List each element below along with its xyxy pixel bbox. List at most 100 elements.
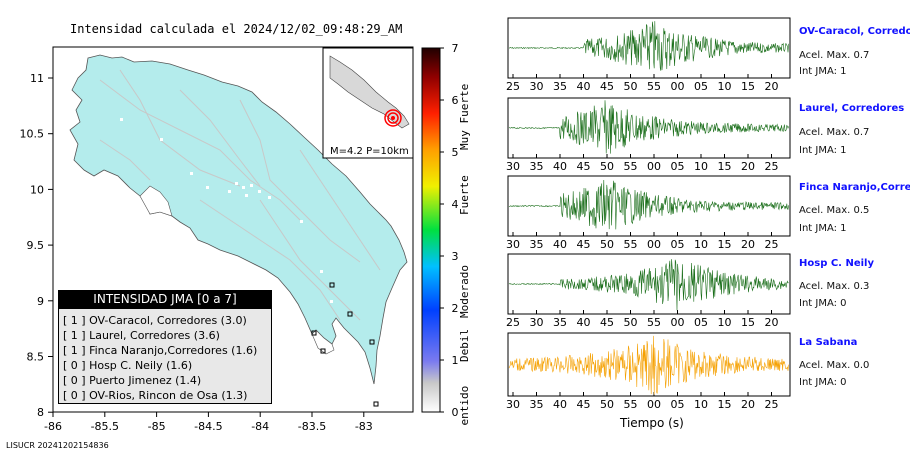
station-intensity: Int JMA: 1 (799, 145, 847, 156)
map-x-tick-label: -83 (355, 420, 373, 433)
seismogram-x-tick-label: 50 (600, 398, 614, 411)
colorbar-tick-label: 7 (452, 42, 459, 55)
inset-map: M=4.2 P=10km (322, 47, 414, 159)
seismogram-4: 25 30 35 40 45 50 55 00 05 10 15 20 (506, 253, 791, 329)
seismogram-x-tick-label: 35 (530, 398, 544, 411)
seismogram-x-tick-label: 25 (765, 160, 779, 173)
seismogram-5: 30 35 40 45 50 55 00 05 10 15 20 25 (506, 332, 791, 411)
seismogram-x-tick-label: 30 (530, 80, 544, 93)
seismogram-x-tick-label: 05 (671, 398, 685, 411)
seismogram-x-tick-label: 00 (647, 238, 661, 251)
seismogram-x-tick-label: 15 (741, 80, 755, 93)
map-y-tick-label: 9.5 (27, 239, 45, 252)
seismogram-x-tick-label: 05 (671, 160, 685, 173)
map-title: Intensidad calculada el 2024/12/02_09:48… (70, 22, 403, 36)
gulf-nicoya (139, 185, 173, 217)
seismogram-x-tick-label: 45 (577, 398, 591, 411)
band-debil: Debil (458, 329, 471, 362)
map-y-tick-label: 9 (37, 295, 44, 308)
seismogram-x-tick-label: 30 (506, 238, 520, 251)
seismogram-x-tick-label: 55 (624, 238, 638, 251)
seismogram-x-tick-label: 20 (765, 316, 779, 329)
map-y-axis: 11 10.5 10 9.5 9 8.5 8 (20, 72, 53, 419)
seismogram-x-tick-label: 50 (624, 316, 638, 329)
seismogram-x-tick-label: 00 (647, 398, 661, 411)
x-axis-label: Tiempo (s) (620, 416, 684, 430)
seismogram-x-tick-label: 00 (671, 80, 685, 93)
map-x-tick-label: -83.5 (298, 420, 326, 433)
colorbar-tick-label: 4 (452, 198, 459, 211)
band-moderado: Moderado (458, 265, 471, 318)
legend-item: [ 1 ] OV-Caracol, Corredores (3.0) (63, 314, 247, 327)
seismogram-x-tick-label: 35 (530, 238, 544, 251)
seismogram-x-tick-label: 35 (553, 316, 567, 329)
seismogram-trace (508, 21, 789, 71)
seismogram-x-tick-label: 10 (718, 80, 732, 93)
seismogram-1: 25 30 35 40 45 50 55 00 05 10 15 20 (506, 17, 791, 93)
map-y-tick-label: 10.5 (20, 128, 45, 141)
colorbar-tick-label: 3 (452, 250, 459, 263)
station-title: Finca Naranjo,Corredores (799, 182, 910, 193)
seismogram-x-tick-label: 45 (577, 160, 591, 173)
station-title: OV-Caracol, Corredores (799, 26, 910, 37)
osa-peninsula (311, 333, 335, 355)
seismogram-x-tick-label: 40 (577, 316, 591, 329)
seismogram-x-tick-label: 40 (553, 238, 567, 251)
city-markers (120, 118, 333, 303)
seismogram-x-tick-label: 00 (671, 316, 685, 329)
seismogram-x-tick-label: 15 (718, 160, 732, 173)
seismogram-trace (508, 179, 789, 230)
colorbar-ticks: 7 6 5 4 3 2 1 0 (440, 42, 459, 419)
seismogram-x-tick-label: 25 (506, 80, 520, 93)
seismogram-x-tick-label: 20 (765, 80, 779, 93)
station-intensity: Int JMA: 0 (799, 298, 847, 309)
station-title: Hosp C. Neily (799, 258, 874, 269)
seismogram-trace (508, 259, 789, 311)
seismogram-x-tick-label: 15 (741, 316, 755, 329)
seismogram-x-tick-label: 30 (506, 160, 520, 173)
map-x-tick-label: -84.5 (194, 420, 222, 433)
station-legend: [ 1 ] OV-Caracol, Corredores (3.0) [ 1 ]… (58, 308, 272, 404)
panel-frame (507, 97, 791, 159)
station-peak-accel: Acel. Max. 0.5 (799, 205, 870, 216)
seismogram-x-tick-label: 45 (600, 316, 614, 329)
legend-title: INTENSIDAD JMA [0 a 7] (58, 290, 272, 308)
seismogram-x-tick-label: 50 (624, 80, 638, 93)
station-intensity: Int JMA: 0 (799, 377, 847, 388)
colorbar-tick-label: 0 (452, 406, 459, 419)
seismogram-x-tick-label: 55 (624, 398, 638, 411)
map-y-tick-label: 8 (37, 406, 44, 419)
station-peak-accel: Acel. Max. 0.0 (799, 360, 870, 371)
station-title: Laurel, Corredores (799, 103, 905, 114)
map-y-tick-label: 10 (30, 183, 44, 196)
colorbar-tick-label: 2 (452, 302, 459, 315)
seismogram-x-tick-label: 05 (694, 316, 708, 329)
station-title: La Sabana (799, 337, 858, 348)
seismogram-x-tick-label: 20 (741, 160, 755, 173)
seismogram-x-tick-label: 05 (694, 80, 708, 93)
band-fuerte: Fuerte (458, 175, 471, 215)
map-x-tick-label: -85.5 (91, 420, 119, 433)
legend-item: [ 1 ] Laurel, Corredores (3.6) (63, 329, 220, 342)
seismogram-x-tick-label: 25 (765, 238, 779, 251)
colorbar-gradient (421, 47, 441, 413)
seismogram-x-tick-label: 25 (765, 398, 779, 411)
footer-id: LISUCR 20241202154836 (6, 441, 109, 450)
seismogram-x-tick-label: 50 (600, 238, 614, 251)
seismogram-x-tick-label: 00 (647, 160, 661, 173)
seismogram-x-tick-label: 20 (741, 238, 755, 251)
legend-item: [ 1 ] Finca Naranjo,Corredores (1.6) (63, 344, 258, 357)
seismogram-trace (508, 100, 789, 154)
seismogram-x-tick-label: 50 (600, 160, 614, 173)
station-intensity: Int JMA: 1 (799, 223, 847, 234)
seismogram-x-tick-label: 45 (600, 80, 614, 93)
map-y-tick-label: 11 (30, 72, 44, 85)
epicenter-marker (384, 109, 402, 127)
seismogram-3: 30 35 40 45 50 55 00 05 10 15 20 25 (506, 175, 791, 251)
band-muy-fuerte: Muy Fuerte (458, 84, 471, 150)
colorbar-tick-label: 1 (452, 354, 459, 367)
seismogram-x-tick-label: 55 (624, 160, 638, 173)
seismogram-x-tick-label: 20 (741, 398, 755, 411)
map-y-tick-label: 8.5 (27, 351, 45, 364)
band-no-sentido: No sentido (458, 386, 471, 425)
